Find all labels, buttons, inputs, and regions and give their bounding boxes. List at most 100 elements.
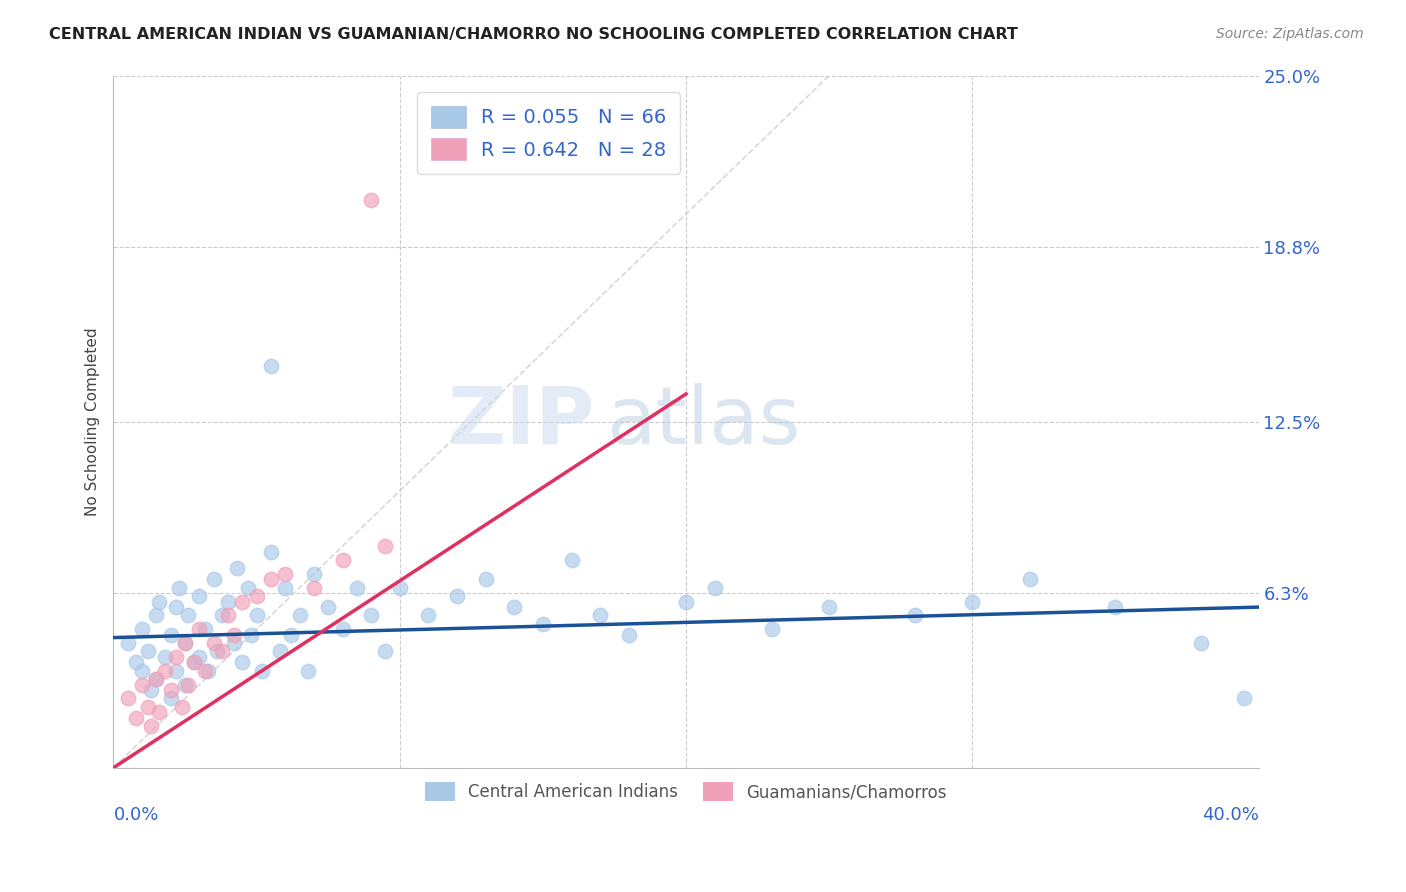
Point bbox=[145, 672, 167, 686]
Point bbox=[211, 608, 233, 623]
Point bbox=[217, 594, 239, 608]
Point bbox=[388, 581, 411, 595]
Point bbox=[560, 553, 582, 567]
Point bbox=[446, 589, 468, 603]
Point bbox=[117, 691, 139, 706]
Point bbox=[183, 656, 205, 670]
Point bbox=[297, 664, 319, 678]
Point bbox=[197, 664, 219, 678]
Text: 40.0%: 40.0% bbox=[1202, 805, 1258, 824]
Point bbox=[269, 644, 291, 658]
Point bbox=[1104, 600, 1126, 615]
Text: 0.0%: 0.0% bbox=[114, 805, 159, 824]
Point bbox=[166, 649, 188, 664]
Point bbox=[202, 573, 225, 587]
Point bbox=[260, 359, 283, 374]
Point bbox=[131, 622, 153, 636]
Point bbox=[166, 600, 188, 615]
Point bbox=[589, 608, 612, 623]
Point bbox=[194, 664, 217, 678]
Point bbox=[346, 581, 368, 595]
Point bbox=[148, 594, 170, 608]
Point bbox=[136, 644, 159, 658]
Point bbox=[117, 636, 139, 650]
Point bbox=[222, 628, 245, 642]
Point bbox=[302, 581, 325, 595]
Point bbox=[316, 600, 339, 615]
Legend: Central American Indians, Guamanians/Chamorros: Central American Indians, Guamanians/Cha… bbox=[419, 776, 953, 808]
Point bbox=[225, 561, 247, 575]
Point bbox=[148, 706, 170, 720]
Point bbox=[675, 594, 697, 608]
Point bbox=[188, 589, 211, 603]
Point bbox=[332, 553, 354, 567]
Point bbox=[211, 644, 233, 658]
Point bbox=[617, 628, 640, 642]
Point bbox=[188, 622, 211, 636]
Point bbox=[159, 691, 181, 706]
Point bbox=[188, 649, 211, 664]
Point bbox=[159, 628, 181, 642]
Point bbox=[1189, 636, 1212, 650]
Point bbox=[145, 608, 167, 623]
Point bbox=[139, 683, 162, 698]
Point bbox=[360, 608, 382, 623]
Point bbox=[174, 636, 197, 650]
Point bbox=[159, 683, 181, 698]
Point bbox=[374, 644, 396, 658]
Point bbox=[172, 699, 194, 714]
Point bbox=[246, 608, 269, 623]
Point bbox=[136, 699, 159, 714]
Point bbox=[1018, 573, 1040, 587]
Point bbox=[177, 678, 200, 692]
Point bbox=[217, 608, 239, 623]
Point bbox=[260, 573, 283, 587]
Point bbox=[153, 664, 176, 678]
Y-axis label: No Schooling Completed: No Schooling Completed bbox=[86, 327, 100, 516]
Point bbox=[153, 649, 176, 664]
Point bbox=[332, 622, 354, 636]
Point bbox=[246, 589, 269, 603]
Point bbox=[131, 678, 153, 692]
Point bbox=[174, 678, 197, 692]
Point bbox=[904, 608, 927, 623]
Text: ZIP: ZIP bbox=[447, 383, 595, 460]
Point bbox=[418, 608, 440, 623]
Point bbox=[174, 636, 197, 650]
Point bbox=[703, 581, 725, 595]
Point bbox=[474, 573, 496, 587]
Point bbox=[169, 581, 191, 595]
Point bbox=[260, 545, 283, 559]
Point bbox=[125, 711, 148, 725]
Point bbox=[288, 608, 311, 623]
Point bbox=[236, 581, 259, 595]
Point bbox=[194, 622, 217, 636]
Point bbox=[962, 594, 984, 608]
Point bbox=[374, 539, 396, 553]
Point bbox=[205, 644, 228, 658]
Point bbox=[125, 656, 148, 670]
Point bbox=[252, 664, 274, 678]
Point bbox=[231, 594, 253, 608]
Point bbox=[360, 193, 382, 207]
Point bbox=[274, 566, 297, 581]
Point bbox=[145, 672, 167, 686]
Point bbox=[183, 656, 205, 670]
Text: atlas: atlas bbox=[606, 383, 800, 460]
Point bbox=[761, 622, 783, 636]
Point bbox=[139, 719, 162, 733]
Text: CENTRAL AMERICAN INDIAN VS GUAMANIAN/CHAMORRO NO SCHOOLING COMPLETED CORRELATION: CENTRAL AMERICAN INDIAN VS GUAMANIAN/CHA… bbox=[49, 27, 1018, 42]
Point bbox=[531, 616, 554, 631]
Text: Source: ZipAtlas.com: Source: ZipAtlas.com bbox=[1216, 27, 1364, 41]
Point bbox=[231, 656, 253, 670]
Point bbox=[302, 566, 325, 581]
Point bbox=[274, 581, 297, 595]
Point bbox=[239, 628, 262, 642]
Point bbox=[166, 664, 188, 678]
Point bbox=[202, 636, 225, 650]
Point bbox=[503, 600, 526, 615]
Point bbox=[177, 608, 200, 623]
Point bbox=[280, 628, 302, 642]
Point bbox=[818, 600, 841, 615]
Point bbox=[222, 636, 245, 650]
